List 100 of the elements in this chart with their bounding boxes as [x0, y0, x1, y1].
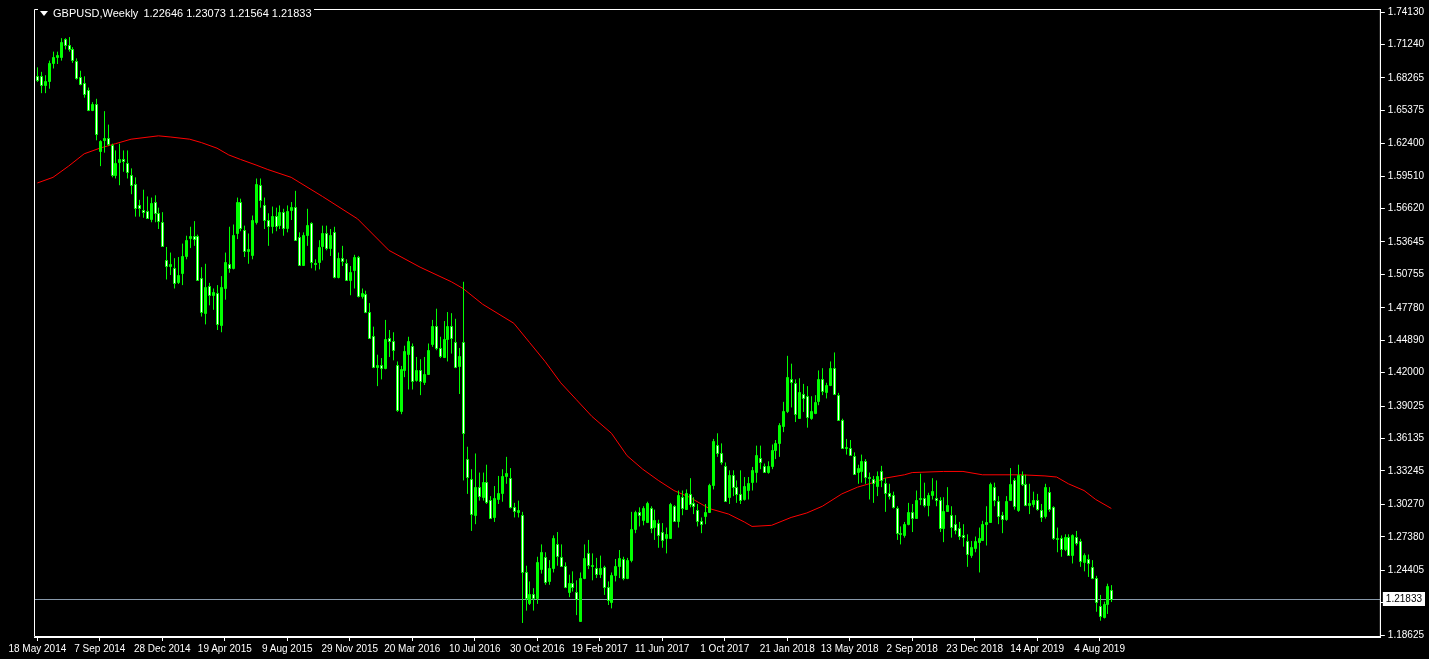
candlestick — [396, 360, 399, 413]
y-tick-label: 1.74130 — [1387, 5, 1425, 17]
y-tick-label: 1.24405 — [1387, 563, 1425, 575]
candlestick — [536, 556, 539, 605]
candlestick — [142, 189, 145, 219]
candlestick — [111, 143, 114, 178]
x-tick-label: 29 Nov 2015 — [321, 642, 379, 654]
y-tick-label: 1.44890 — [1387, 333, 1425, 345]
x-tick-label: 30 Oct 2016 — [510, 642, 565, 654]
candlestick — [419, 358, 422, 396]
candlestick — [263, 197, 266, 230]
candlestick — [571, 570, 574, 593]
x-tick-label: 19 Apr 2015 — [197, 642, 253, 654]
candlestick — [798, 377, 801, 420]
y-tick-label: 1.36135 — [1387, 432, 1425, 444]
candlestick — [954, 514, 957, 535]
candlestick — [591, 552, 594, 581]
candlestick — [239, 198, 242, 232]
candlestick — [896, 505, 899, 541]
y-tick-label: 1.68265 — [1387, 71, 1425, 83]
candlestick — [884, 477, 887, 513]
candlestick — [392, 331, 395, 361]
candlestick — [685, 488, 688, 511]
candlestick — [1071, 533, 1074, 564]
candlestick — [134, 176, 137, 218]
candlestick — [126, 149, 129, 179]
candlestick — [161, 211, 164, 248]
candlestick — [521, 511, 524, 624]
candlestick — [345, 258, 348, 282]
y-tick-label: 1.53645 — [1387, 235, 1425, 247]
candlestick — [638, 506, 641, 527]
candlestick — [1005, 495, 1008, 522]
candlestick — [349, 265, 352, 296]
candlestick — [853, 451, 856, 476]
candlestick — [357, 255, 360, 298]
candlestick — [755, 445, 758, 484]
y-tick-label: 1.59510 — [1387, 169, 1425, 181]
candlestick — [657, 519, 660, 549]
candlestick — [271, 206, 274, 234]
candlestick — [997, 495, 1000, 525]
candlestick — [771, 444, 774, 470]
candlestick — [872, 475, 875, 504]
x-tick-label: 7 Sep 2014 — [74, 642, 126, 654]
candlestick — [622, 556, 625, 581]
x-tick-label: 28 Dec 2014 — [133, 642, 192, 654]
candlestick — [1024, 474, 1027, 507]
x-tick-label: 10 Jul 2016 — [448, 642, 502, 654]
candlestick — [661, 522, 664, 549]
candlestick — [310, 221, 313, 269]
y-tick-label: 1.27380 — [1387, 530, 1425, 542]
x-tick-label: 1 Oct 2017 — [700, 642, 750, 654]
candlestick — [978, 527, 981, 573]
x-tick-label: 4 Aug 2019 — [1074, 642, 1126, 654]
candlestick — [942, 496, 945, 543]
candlestick — [556, 531, 559, 567]
candlestick — [989, 482, 992, 523]
x-tick-label: 9 Aug 2015 — [262, 642, 314, 654]
candlestick — [169, 252, 172, 276]
candlestick — [470, 468, 473, 532]
candlestick — [1060, 534, 1063, 558]
ref-line-label: 1.21833 — [1385, 592, 1423, 604]
candlestick — [720, 442, 723, 466]
candlestick — [454, 318, 457, 369]
candlestick — [927, 492, 930, 517]
candlestick — [181, 243, 184, 286]
candlestick — [923, 482, 926, 508]
candlestick — [177, 256, 180, 285]
candlestick — [482, 472, 485, 502]
candlestick — [728, 469, 731, 505]
candlestick — [48, 60, 51, 90]
x-tick-label: 21 Jan 2018 — [759, 642, 816, 654]
candlestick — [216, 284, 219, 331]
chart-title: GBPUSD,Weekly — [53, 7, 139, 19]
candlestick — [962, 523, 965, 548]
x-tick-label: 20 Mar 2016 — [384, 642, 441, 654]
x-tick-label: 13 May 2018 — [820, 642, 880, 654]
candlestick — [880, 465, 883, 488]
candlestick — [806, 385, 809, 429]
y-tick-label: 1.62400 — [1387, 137, 1425, 149]
y-tick-label: 1.42000 — [1387, 366, 1425, 378]
y-tick-label: 1.56620 — [1387, 202, 1425, 214]
candlestick — [1028, 483, 1031, 515]
candlestick — [810, 395, 813, 421]
y-tick-label: 1.65375 — [1387, 104, 1425, 116]
candlestick — [99, 139, 102, 167]
candlestick — [95, 98, 98, 141]
candlestick — [236, 197, 239, 240]
candlestick — [431, 319, 434, 348]
candlestick — [466, 446, 469, 495]
candlestick — [75, 57, 78, 81]
candlestick — [165, 246, 168, 281]
candlestick — [747, 476, 750, 500]
candlestick — [595, 557, 598, 579]
x-tick-label: 2 Sep 2018 — [886, 642, 939, 654]
y-tick-label: 1.30270 — [1387, 498, 1425, 510]
x-tick-label: 18 May 2014 — [8, 642, 67, 654]
candlestick — [677, 490, 680, 529]
candlestick — [743, 476, 746, 502]
candlestick — [384, 319, 387, 370]
candlestick — [333, 226, 336, 279]
